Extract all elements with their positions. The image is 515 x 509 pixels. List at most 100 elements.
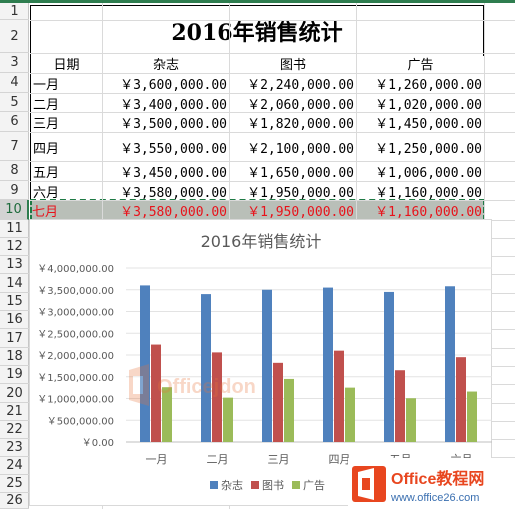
row-number-15[interactable]: 15 [0,293,29,311]
row-number-21[interactable]: 21 [0,403,29,421]
legend-swatch-图书 [251,481,259,489]
table-cell[interactable]: ￥3,580,000.00 [120,204,227,220]
x-category-label: 一月 [146,453,168,466]
row-number-20[interactable]: 20 [0,384,29,403]
table-cell[interactable]: ￥2,060,000.00 [229,93,357,113]
row-number-6[interactable]: 6 [0,112,29,132]
table-cell[interactable]: 一月 [30,73,103,94]
table-cell[interactable]: ￥1,820,000.00 [229,112,357,133]
row-number-11[interactable]: 11 [0,220,29,238]
office26-badge[interactable]: Office教程网 www.office26.com [348,458,515,509]
table-cell[interactable]: 六月 [30,181,103,201]
row-number-16[interactable]: 16 [0,311,29,329]
bar-四月-图书 [334,350,344,442]
table-cell[interactable]: ￥1,250,000.00 [356,132,485,162]
sheet-top-bar [0,0,515,3]
y-tick-label: ￥3,000,000.00 [37,308,114,319]
table-cell[interactable]: ￥1,006,000.00 [356,161,485,182]
y-tick-label: ￥2,000,000.00 [37,351,114,362]
row-number-3[interactable]: 3 [0,53,29,73]
table-cell[interactable]: ￥1,160,000.00 [375,204,482,220]
table-cell[interactable]: 五月 [30,161,103,182]
legend-label: 广告 [303,479,325,492]
row-number-8[interactable]: 8 [0,161,29,181]
row-number-19[interactable]: 19 [0,366,29,384]
table-cell[interactable]: ￥3,550,000.00 [102,132,230,162]
header-cell[interactable]: 图书 [229,53,357,74]
y-tick-label: ￥3,500,000.00 [37,286,114,297]
row-number-14[interactable]: 14 [0,274,29,293]
sheet-title: 2016年销售统计 [171,20,343,46]
table-cell[interactable]: ￥1,260,000.00 [356,73,485,94]
x-category-label: 三月 [268,453,290,466]
selected-row-highlight [30,200,484,220]
bar-二月-图书 [212,352,222,442]
row-number-1[interactable]: 1 [0,3,29,20]
header-cell[interactable]: 日期 [30,53,103,74]
row-number-7[interactable]: 7 [0,132,29,161]
row-number-4[interactable]: 4 [0,73,29,93]
table-cell[interactable]: 七月 [32,204,59,220]
bar-三月-图书 [273,362,283,442]
sales-chart[interactable]: 2016年销售统计 ￥0.00 ￥500,000.00 ￥1,000,000.00 ￥1… [29,219,492,506]
table-cell[interactable]: 二月 [30,93,103,113]
y-tick-label: ￥4,000,000.00 [37,264,114,275]
row-number-9[interactable]: 9 [0,181,29,200]
bar-四月-广告 [345,387,355,442]
row-header-column[interactable]: 1 2 3 4 5 6 7 8 9 10 11 12 13 14 15 16 17 18 19 20 21 22 23 24 2… [0,3,29,509]
table-cell[interactable]: ￥1,950,000.00 [247,204,354,220]
row-number-23[interactable]: 23 [0,439,29,457]
row-number-18[interactable]: 18 [0,348,29,366]
row-number-24[interactable]: 24 [0,457,29,475]
gridline [30,53,515,54]
gridline [30,132,515,133]
header-cell[interactable]: 杂志 [102,53,230,74]
office26-logo: Office教程网 www.office26.com [352,466,484,504]
row-number-13[interactable]: 13 [0,256,29,274]
table-cell[interactable]: ￥3,600,000.00 [102,73,230,94]
header-cell[interactable]: 广告 [356,53,485,74]
bar-五月-杂志 [384,291,394,442]
table-cell[interactable]: ￥1,160,000.00 [356,181,485,201]
table-cell[interactable]: 三月 [30,112,103,133]
officejdon-watermark: Officejdon [129,364,256,406]
table-cell[interactable]: ￥1,450,000.00 [356,112,485,133]
watermark-text: Officejdon [157,376,256,398]
gridline [30,181,515,182]
legend-swatch-杂志 [210,481,218,489]
bar-三月-杂志 [262,289,272,442]
y-tick-label: ￥2,500,000.00 [37,329,114,340]
bar-六月-广告 [467,391,477,442]
gridline [30,200,515,201]
row-number-26[interactable]: 26 [0,493,29,509]
table-cell[interactable]: ￥1,020,000.00 [356,93,485,113]
badge-title: Office教程网 [391,469,484,488]
row-number-22[interactable]: 22 [0,421,29,439]
row-number-5[interactable]: 5 [0,93,29,112]
office-logo-icon [352,466,386,502]
y-tick-label: ￥1,500,000.00 [37,373,114,384]
table-cell[interactable]: ￥1,650,000.00 [229,161,357,182]
bar-四月-杂志 [323,287,333,442]
bar-六月-图书 [456,357,466,442]
table-cell[interactable]: ￥3,450,000.00 [102,161,230,182]
table-cell[interactable]: ￥2,240,000.00 [229,73,357,94]
row-number-2[interactable]: 2 [0,20,29,53]
table-cell[interactable]: ￥2,100,000.00 [229,132,357,162]
row-number-17[interactable]: 17 [0,329,29,348]
row-number-10[interactable]: 10 [0,200,29,220]
table-cell[interactable]: ￥3,500,000.00 [102,112,230,133]
gridline [30,73,515,74]
table-cell[interactable]: ￥1,950,000.00 [229,181,357,201]
table-cell[interactable]: ￥3,580,000.00 [102,181,230,201]
legend-swatch-广告 [292,481,300,489]
row-number-12[interactable]: 12 [0,238,29,256]
x-category-label: 四月 [329,453,351,466]
chart-canvas: 2016年销售统计 ￥0.00 ￥500,000.00 ￥1,000,000.00 ￥1… [37,232,492,492]
bar-一月-杂志 [140,285,150,442]
table-cell[interactable]: 四月 [30,132,103,162]
table-cell[interactable]: ￥3,400,000.00 [102,93,230,113]
row-number-25[interactable]: 25 [0,475,29,493]
gridline [30,112,515,113]
sheet-title-cell[interactable]: 2016年销售统计 [30,5,484,56]
